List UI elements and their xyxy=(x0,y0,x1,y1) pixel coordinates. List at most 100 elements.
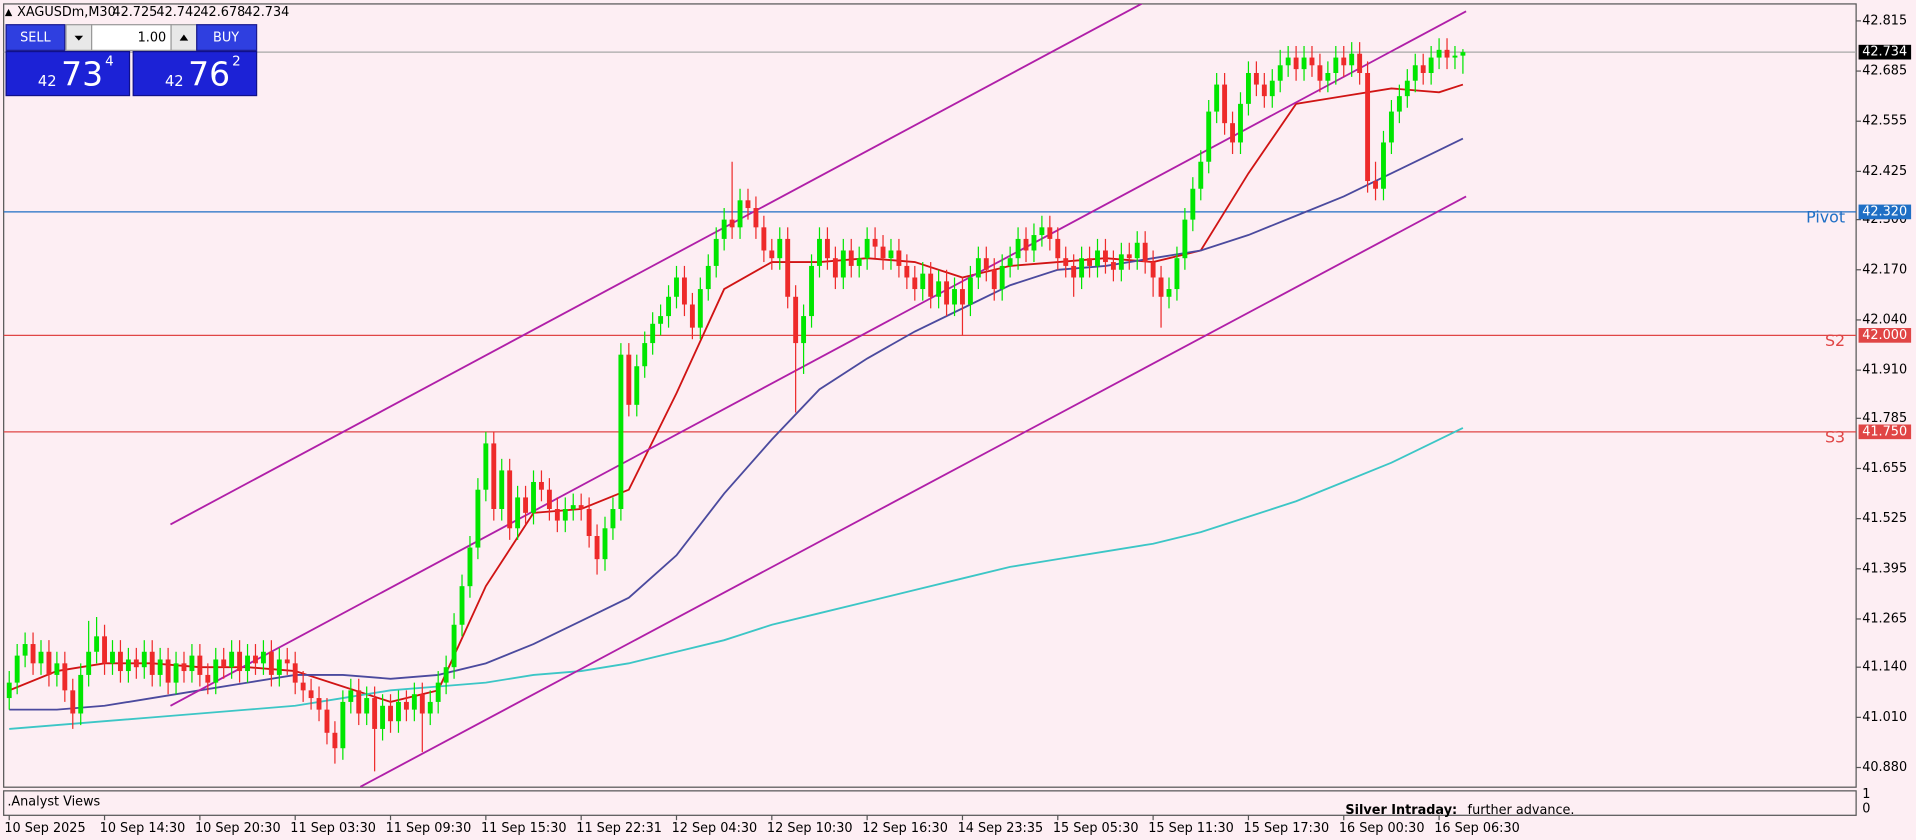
candle-body xyxy=(94,636,100,652)
ask-big: 42 xyxy=(165,73,184,90)
candle-body xyxy=(539,481,544,490)
candle-body xyxy=(618,354,624,509)
candle-body xyxy=(1373,181,1378,189)
candle-body xyxy=(785,238,791,297)
lot-input[interactable] xyxy=(91,24,172,51)
x-tick-label: 15 Sep 17:30 xyxy=(1244,821,1330,836)
candle-body xyxy=(999,265,1005,290)
candle-body xyxy=(205,674,211,683)
candle-body xyxy=(221,659,227,668)
x-tick-label: 11 Sep 15:30 xyxy=(481,821,567,836)
lot-down-arrow[interactable] xyxy=(74,35,84,41)
y-tick-label: 41.655 xyxy=(1862,461,1907,476)
candle-body xyxy=(1166,289,1172,297)
candle-body xyxy=(1103,250,1108,263)
candle-body xyxy=(70,690,76,714)
candle-body xyxy=(904,265,910,278)
candle-body xyxy=(141,651,147,668)
candle-body xyxy=(1452,55,1458,58)
candle-body xyxy=(610,508,616,529)
candle-body xyxy=(975,258,981,278)
y-tick-label: 42.040 xyxy=(1862,312,1907,327)
candle-body xyxy=(1341,57,1347,66)
lot-up-arrow[interactable] xyxy=(179,34,189,41)
ask-small: 2 xyxy=(232,54,241,69)
candle-body xyxy=(594,536,600,560)
x-tick-label: 15 Sep 11:30 xyxy=(1148,821,1234,836)
candle-body xyxy=(1095,250,1100,266)
bid-box[interactable] xyxy=(5,50,131,97)
candle-body xyxy=(388,705,393,722)
level-name: S3 xyxy=(1825,427,1845,446)
indicator-tick-label: 1 xyxy=(1862,787,1870,802)
x-tick-label: 11 Sep 22:31 xyxy=(576,821,662,836)
buy-button[interactable] xyxy=(196,24,258,51)
candle-body xyxy=(181,663,187,672)
candle-body xyxy=(967,277,973,305)
candle-body xyxy=(1245,72,1251,104)
level-name: Pivot xyxy=(1806,208,1845,227)
y-tick-label: 41.525 xyxy=(1862,511,1907,526)
candle-body xyxy=(491,443,497,509)
price-tag xyxy=(1858,44,1912,60)
candle-body xyxy=(245,655,250,672)
candle-body xyxy=(848,250,854,266)
y-tick-label: 42.425 xyxy=(1862,164,1907,179)
candle-body xyxy=(602,528,608,560)
candle-body xyxy=(30,644,36,664)
candle-body xyxy=(1222,84,1228,124)
candle-body xyxy=(570,505,576,509)
candle-body xyxy=(1253,72,1259,85)
candle-body xyxy=(1404,80,1410,97)
indicator-frame xyxy=(3,790,1857,816)
candle-body xyxy=(133,659,139,668)
candle-body xyxy=(626,354,632,405)
candle-body xyxy=(110,651,115,664)
candle-body xyxy=(515,497,521,529)
candle-body xyxy=(1039,227,1045,236)
candle-body xyxy=(1182,219,1188,259)
candle-body xyxy=(427,701,433,714)
ask-main: 76 xyxy=(188,55,230,94)
candle-body xyxy=(229,651,235,668)
ask-box[interactable] xyxy=(132,50,258,97)
candle-body xyxy=(1031,235,1037,251)
candle-body xyxy=(380,705,386,729)
header-open: 42.725 xyxy=(112,5,157,20)
candle-body xyxy=(1134,242,1140,259)
x-tick-label: 10 Sep 2025 xyxy=(4,821,85,836)
candle-body xyxy=(38,651,44,664)
x-tick-label: 16 Sep 00:30 xyxy=(1339,821,1425,836)
candle-body xyxy=(697,289,703,328)
candle-body xyxy=(1444,49,1450,58)
candle-body xyxy=(1238,103,1243,143)
symbol: XAGUSDm,M30 xyxy=(17,5,116,20)
candle-body xyxy=(6,682,12,699)
y-tick-label: 42.815 xyxy=(1862,13,1907,28)
candle-body xyxy=(324,709,330,733)
sell-button[interactable] xyxy=(5,24,66,51)
note-text: further advance. xyxy=(1468,803,1575,818)
lot-value[interactable]: 1.00 xyxy=(138,31,167,46)
candle-body xyxy=(372,698,378,729)
candle-body xyxy=(1317,65,1323,81)
candle-body xyxy=(1063,258,1069,266)
buy-label[interactable]: BUY xyxy=(213,31,239,46)
lot-down[interactable] xyxy=(65,24,93,51)
sell-label[interactable]: SELL xyxy=(20,31,51,46)
bid-small: 4 xyxy=(105,54,114,69)
candle-body xyxy=(237,651,243,672)
axes: 40.880 41.010 41.140 41.265 41.395 41.525 41.6… xyxy=(4,13,1912,836)
y-tick-label: 41.010 xyxy=(1862,710,1907,725)
candle-body xyxy=(1412,65,1418,81)
candle-body xyxy=(713,238,719,266)
candle-body xyxy=(546,489,552,509)
indicator-title: .Analyst Views xyxy=(7,794,100,809)
header-high: 42.742 xyxy=(156,5,201,20)
candle-body xyxy=(1285,57,1291,66)
candle-body xyxy=(960,289,965,305)
level-tag xyxy=(1858,328,1912,343)
note-label: Silver Intraday: xyxy=(1345,803,1457,818)
level-name: S2 xyxy=(1825,331,1845,350)
candle-body xyxy=(793,296,799,344)
